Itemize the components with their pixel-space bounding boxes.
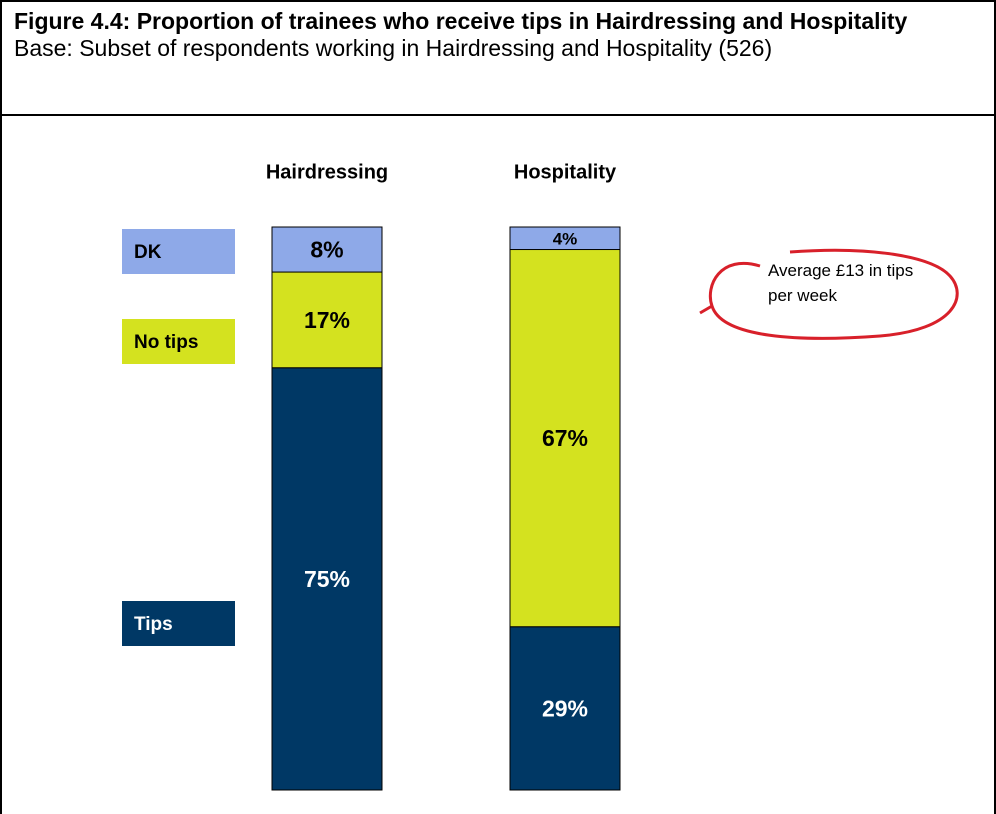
bar-segment	[271, 367, 383, 791]
bar-segment	[509, 626, 621, 791]
legend-label: Tips	[134, 614, 173, 635]
annotation: Average £13 in tips per week	[768, 261, 914, 305]
data-label: 75%	[304, 566, 350, 592]
legend-swatch	[122, 229, 235, 274]
legend-swatch	[122, 319, 235, 364]
legend-swatch	[122, 601, 235, 646]
chart-subtitle: Base: Subset of respondents working in H…	[14, 35, 773, 61]
chart-title: Figure 4.4: Proportion of trainees who r…	[14, 8, 908, 34]
data-label: 8%	[310, 237, 343, 263]
bar-segment	[271, 226, 383, 273]
legend-label: No tips	[134, 332, 198, 353]
chart: Hairdressing Hospitality 75% 17% 8% 29% 67% 4% T…	[122, 161, 959, 791]
category-label: Hospitality	[514, 161, 617, 183]
data-label: 17%	[304, 307, 350, 333]
data-label: 67%	[542, 425, 588, 451]
legend-label: DK	[134, 242, 162, 263]
category-label: Hairdressing	[266, 161, 388, 183]
annotation-ellipse	[708, 248, 959, 340]
header: Figure 4.4: Proportion of trainees who r…	[0, 0, 996, 116]
annotation-tail	[699, 304, 713, 315]
bar-segment	[509, 249, 621, 628]
data-label: 4%	[553, 230, 578, 249]
bar-segment	[509, 226, 621, 251]
data-label: 29%	[542, 695, 588, 721]
chart-frame	[0, 114, 996, 814]
